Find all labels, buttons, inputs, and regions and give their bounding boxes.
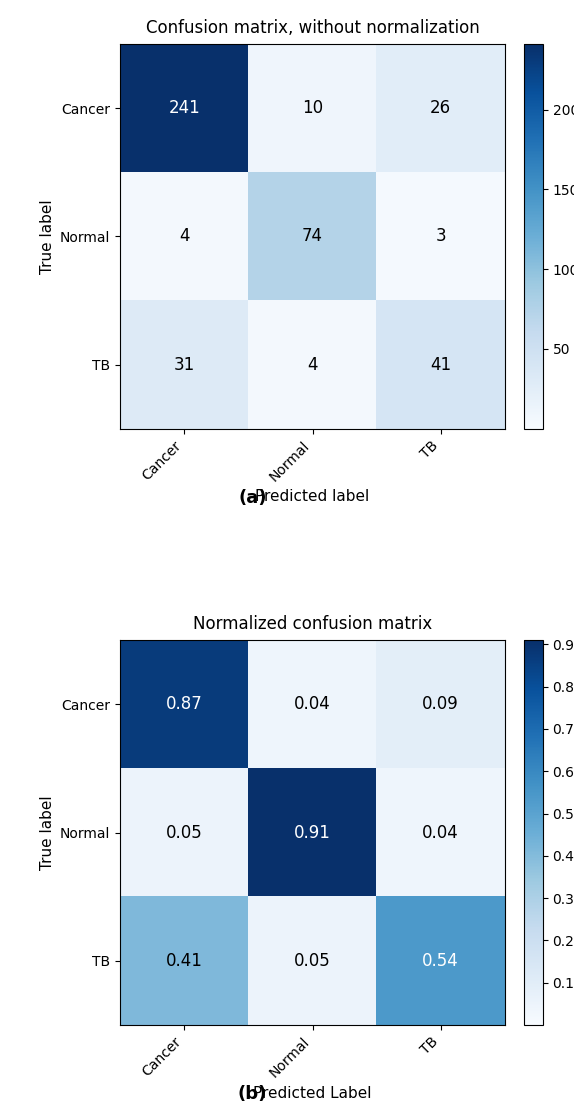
Text: 0.04: 0.04 (294, 695, 331, 713)
Text: 31: 31 (174, 356, 195, 374)
Text: 241: 241 (168, 99, 200, 117)
Text: 41: 41 (430, 356, 451, 374)
Text: 0.05: 0.05 (294, 952, 331, 970)
Text: 3: 3 (436, 227, 446, 246)
Text: (b): (b) (238, 1085, 267, 1102)
Y-axis label: True label: True label (40, 199, 55, 273)
Text: 74: 74 (302, 227, 323, 246)
Text: 0.87: 0.87 (166, 695, 203, 713)
Text: 0.41: 0.41 (166, 952, 203, 970)
Y-axis label: True label: True label (40, 796, 55, 869)
Text: 0.91: 0.91 (294, 823, 331, 842)
Title: Confusion matrix, without normalization: Confusion matrix, without normalization (146, 19, 479, 37)
X-axis label: Predicted Label: Predicted Label (253, 1085, 372, 1101)
Text: 0.54: 0.54 (422, 952, 459, 970)
Title: Normalized confusion matrix: Normalized confusion matrix (193, 615, 432, 634)
Text: 4: 4 (307, 356, 318, 374)
X-axis label: Predicted label: Predicted label (255, 489, 370, 505)
Text: 0.09: 0.09 (422, 695, 459, 713)
Text: (a): (a) (238, 489, 267, 507)
Text: 10: 10 (302, 99, 323, 117)
Text: 0.04: 0.04 (422, 823, 459, 842)
Text: 26: 26 (430, 99, 451, 117)
Text: 0.05: 0.05 (166, 823, 203, 842)
Text: 4: 4 (179, 227, 189, 246)
